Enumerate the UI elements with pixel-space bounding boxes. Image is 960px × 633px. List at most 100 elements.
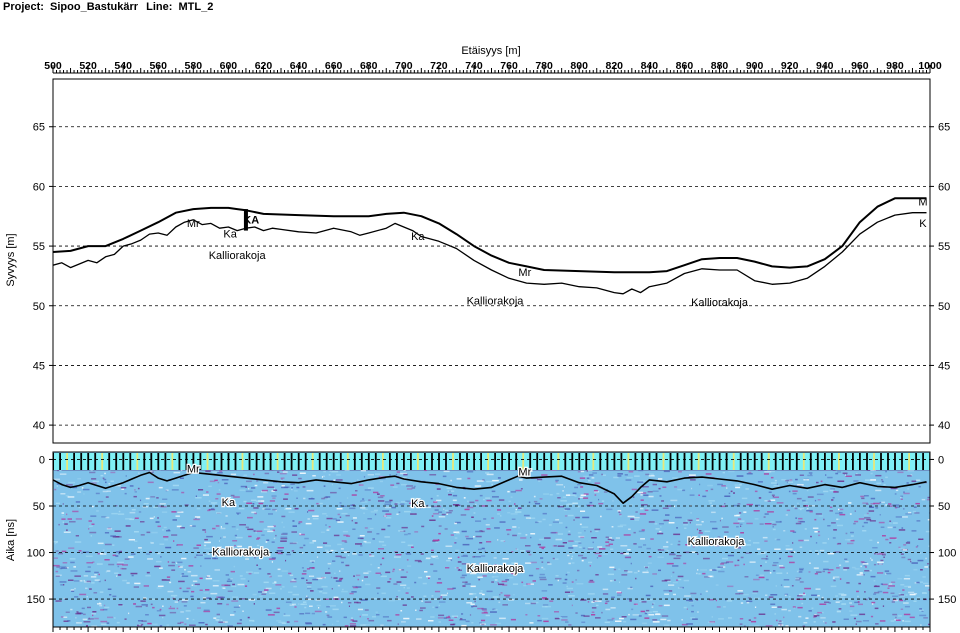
radar-noise-speck <box>704 576 710 578</box>
radar-noise-speck <box>620 515 622 517</box>
radar-noise-speck <box>169 611 177 614</box>
radar-noise-speck <box>298 521 303 523</box>
radar-noise-speck <box>789 479 793 481</box>
radar-noise-speck <box>129 485 134 487</box>
radar-noise-speck <box>638 615 642 617</box>
radar-noise-speck <box>530 561 537 564</box>
radar-noise-speck <box>400 576 407 578</box>
radar-noise-speck <box>351 519 353 522</box>
radar-noise-speck <box>88 618 94 620</box>
radar-noise-speck <box>178 566 183 568</box>
radar-noise-speck <box>414 531 419 533</box>
radar-noise-speck <box>362 614 368 616</box>
radar-noise-speck <box>629 504 633 506</box>
radar-noise-speck <box>377 567 380 569</box>
radar-noise-speck <box>481 608 487 610</box>
depth-annotation: Mr <box>187 218 200 230</box>
radar-noise-speck <box>359 535 365 537</box>
radar-noise-speck <box>871 603 874 605</box>
radar-noise-speck <box>875 507 879 509</box>
radar-noise-speck <box>448 619 454 621</box>
radar-noise-speck <box>439 601 446 603</box>
radar-noise-speck <box>655 528 660 530</box>
radar-noise-speck <box>134 540 138 542</box>
radar-noise-speck <box>56 566 60 568</box>
radar-noise-speck <box>802 625 806 627</box>
trace-marker <box>683 453 686 470</box>
radar-noise-speck <box>375 611 378 613</box>
radar-noise-speck <box>280 540 287 542</box>
radar-noise-speck <box>605 608 611 611</box>
radar-noise-speck <box>294 507 299 510</box>
radar-noise-speck <box>165 489 168 492</box>
radar-noise-speck <box>646 611 653 613</box>
radar-noise-speck <box>289 574 294 577</box>
radar-noise-speck <box>742 593 749 596</box>
radar-noise-speck <box>547 561 550 564</box>
radar-noise-speck <box>502 584 508 586</box>
radar-noise-speck <box>689 521 691 524</box>
radar-noise-speck <box>758 497 762 499</box>
trace-marker <box>781 453 784 470</box>
radar-noise-speck <box>882 583 888 586</box>
radar-noise-speck <box>340 556 346 559</box>
radar-noise-speck <box>327 616 333 618</box>
radar-noise-speck <box>248 548 254 550</box>
radar-noise-speck <box>568 562 571 565</box>
radar-noise-speck <box>377 493 380 495</box>
trace-marker <box>627 453 630 470</box>
radar-noise-speck <box>380 624 384 626</box>
radar-noise-speck <box>758 613 766 615</box>
radar-noise-speck <box>258 591 265 593</box>
radar-noise-speck <box>168 564 175 567</box>
radar-noise-speck <box>232 540 238 542</box>
radar-noise-speck <box>269 592 276 594</box>
radar-noise-speck <box>739 623 743 625</box>
radar-noise-speck <box>861 497 865 500</box>
radar-noise-speck <box>481 505 488 507</box>
radar-noise-speck <box>77 491 82 493</box>
radar-noise-speck <box>823 560 829 563</box>
radar-noise-speck <box>833 529 837 531</box>
radar-tick-label-left: 50 <box>33 501 45 513</box>
radar-noise-speck <box>134 517 139 519</box>
radar-noise-speck <box>156 587 162 589</box>
radar-noise-speck <box>474 485 482 487</box>
radar-noise-speck <box>683 579 689 582</box>
radar-noise-speck <box>564 591 570 593</box>
radar-noise-speck <box>630 518 635 520</box>
radar-noise-speck <box>359 615 361 618</box>
radar-noise-speck <box>646 569 648 572</box>
radar-noise-speck <box>818 534 821 537</box>
radar-noise-speck <box>173 596 176 598</box>
radar-noise-speck <box>102 477 105 479</box>
radar-noise-speck <box>919 614 927 617</box>
bedrock-reflection-line <box>53 471 927 504</box>
radar-noise-speck <box>771 606 777 608</box>
radar-noise-speck <box>611 596 615 599</box>
radar-noise-speck <box>282 469 284 472</box>
radar-noise-speck <box>307 511 309 513</box>
radar-noise-speck <box>806 508 808 511</box>
radar-noise-speck <box>326 529 330 531</box>
radar-noise-speck <box>566 585 568 588</box>
trace-marker <box>487 453 489 470</box>
radar-noise-speck <box>380 574 382 576</box>
radar-noise-speck <box>575 540 581 543</box>
radar-noise-speck <box>499 552 501 555</box>
radar-noise-speck <box>778 624 784 626</box>
radar-noise-speck <box>328 526 331 528</box>
radar-noise-speck <box>478 548 482 551</box>
radar-noise-speck <box>188 565 194 567</box>
radar-noise-speck <box>476 469 481 471</box>
radar-noise-speck <box>855 623 857 625</box>
radar-noise-speck <box>495 622 501 625</box>
radar-noise-speck <box>644 509 649 511</box>
radar-noise-speck <box>778 621 784 623</box>
radar-noise-speck <box>578 554 584 557</box>
radar-noise-speck <box>821 596 824 599</box>
radar-noise-speck <box>661 548 668 550</box>
radar-noise-speck <box>396 596 398 598</box>
radar-noise-speck <box>309 560 315 562</box>
